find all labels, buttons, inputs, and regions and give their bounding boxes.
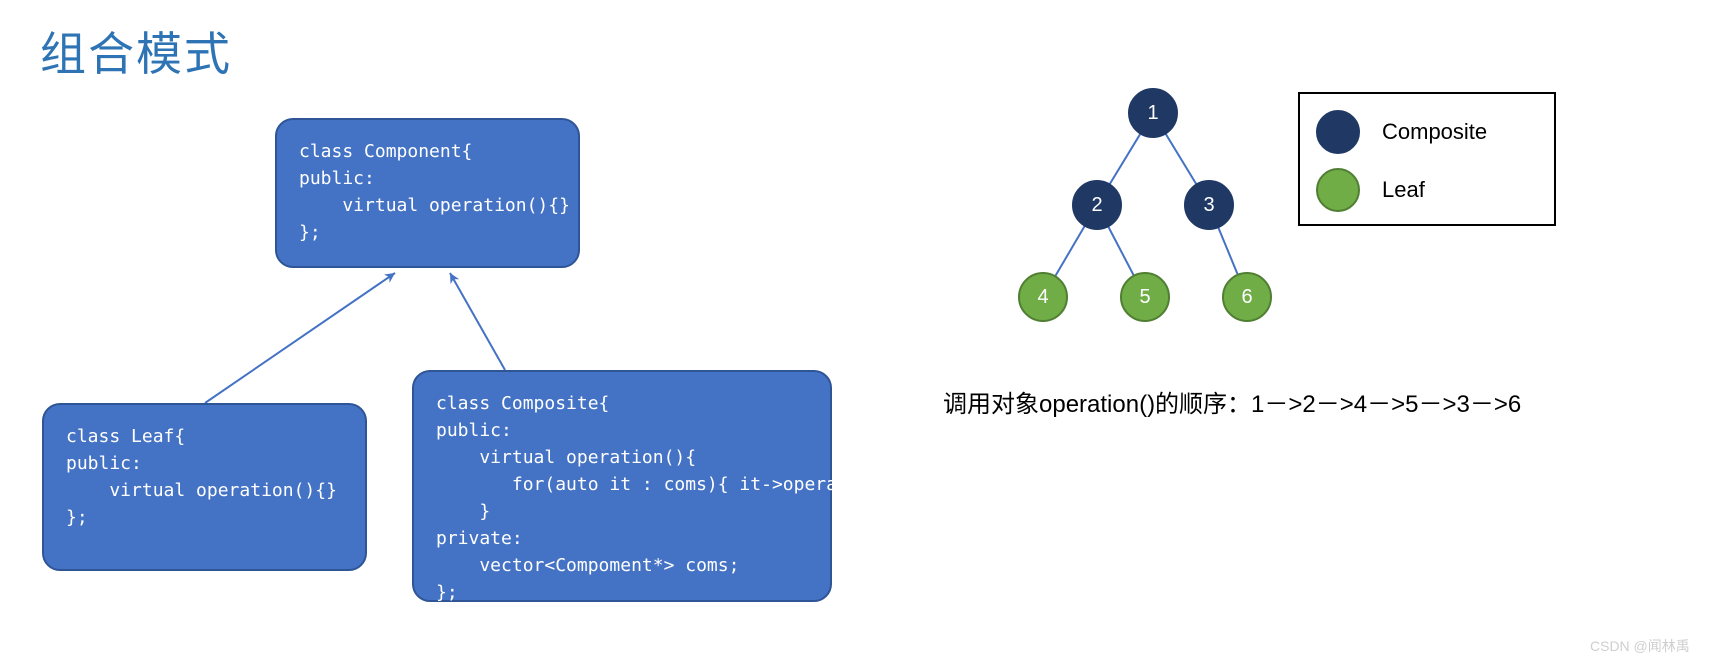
tree-node-3: 3 <box>1184 180 1234 230</box>
tree-node-2: 2 <box>1072 180 1122 230</box>
tree-node-6: 6 <box>1222 272 1272 322</box>
inheritance-arrow <box>450 273 505 370</box>
legend-label: Composite <box>1382 119 1487 145</box>
inheritance-arrow <box>205 273 395 403</box>
tree-node-4: 4 <box>1018 272 1068 322</box>
class-box-leaf: class Leaf{ public: virtual operation(){… <box>42 403 367 571</box>
call-order-caption: 调用对象operation()的顺序：1－>2－>4－>5－>3－>6 <box>943 384 1521 419</box>
tree-node-1: 1 <box>1128 88 1178 138</box>
page-title: 组合模式 <box>40 18 232 84</box>
watermark-text: CSDN @闻林禹 <box>1590 636 1690 656</box>
legend-swatch <box>1316 110 1360 154</box>
tree-node-5: 5 <box>1120 272 1170 322</box>
legend-item-composite: Composite <box>1316 110 1487 154</box>
class-box-component: class Component{ public: virtual operati… <box>275 118 580 268</box>
legend-box: Composite Leaf <box>1298 92 1556 226</box>
class-box-composite: class Composite{ public: virtual operati… <box>412 370 832 602</box>
legend-label: Leaf <box>1382 177 1425 203</box>
legend-item-leaf: Leaf <box>1316 168 1425 212</box>
legend-swatch <box>1316 168 1360 212</box>
